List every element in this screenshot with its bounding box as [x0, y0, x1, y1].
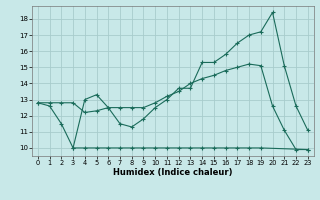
X-axis label: Humidex (Indice chaleur): Humidex (Indice chaleur) — [113, 168, 233, 177]
